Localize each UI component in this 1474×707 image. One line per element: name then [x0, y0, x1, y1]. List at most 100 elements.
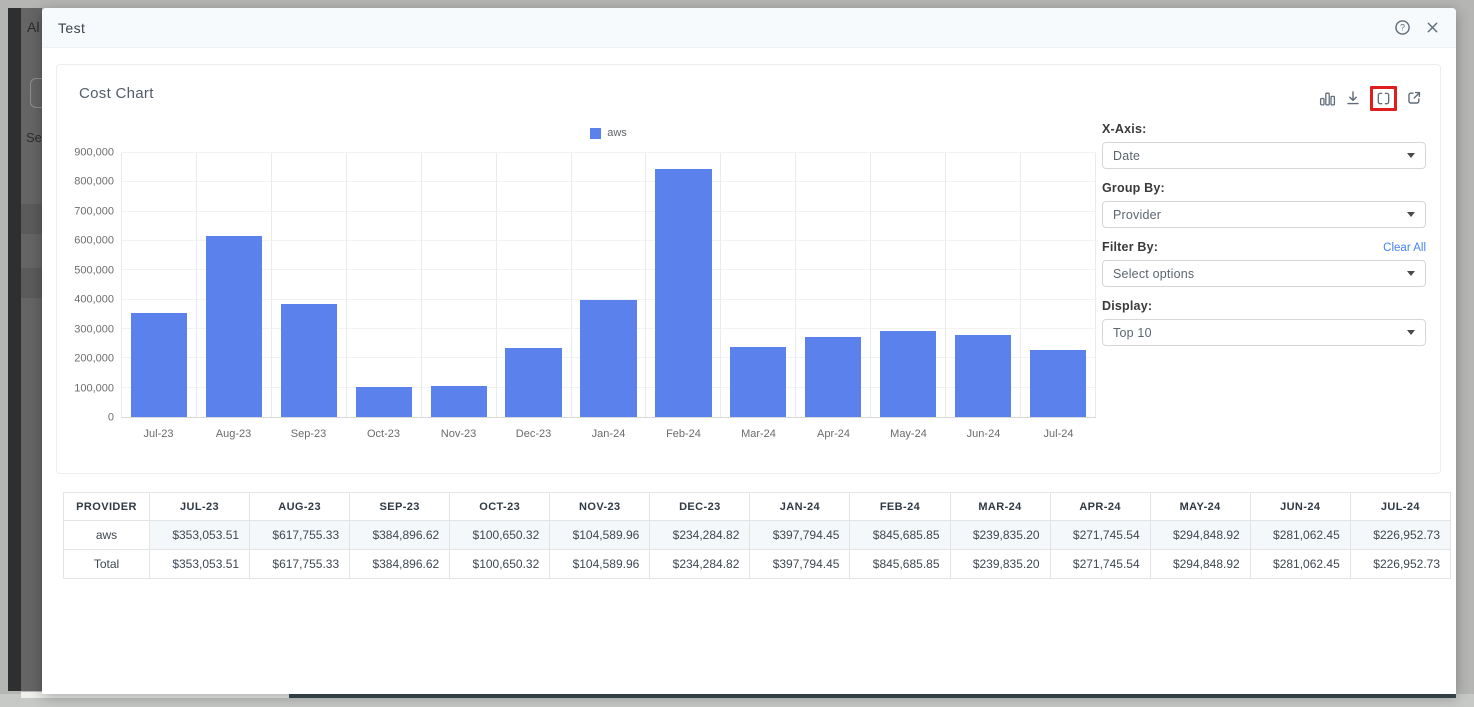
table-cell: $353,053.51 — [148, 520, 251, 550]
open-external-icon — [1406, 90, 1422, 106]
gridline — [122, 152, 1096, 153]
close-button[interactable] — [1425, 20, 1440, 35]
bar-Oct-23[interactable] — [355, 387, 412, 417]
chevron-down-icon — [1407, 271, 1415, 276]
table-cell: $617,755.33 — [249, 520, 351, 550]
modal-header: Test ? — [42, 8, 1456, 48]
background-row-fragment — [21, 268, 42, 298]
bar-Nov-23[interactable] — [430, 386, 487, 417]
x-tick-label: Jul-24 — [1043, 428, 1074, 440]
table-cell: $239,835.20 — [949, 549, 1051, 579]
chart-legend: aws — [121, 127, 1096, 139]
bar-Aug-23[interactable] — [205, 235, 262, 417]
cost-table-wrap: PROVIDER JUL-23 AUG-23 SEP-23 OCT-23 NOV-23 DE… — [63, 492, 1452, 579]
column-header: FEB-24 — [849, 492, 951, 521]
filter-by-select[interactable]: Select options — [1102, 260, 1426, 287]
table-cell: $281,062.45 — [1249, 520, 1351, 550]
x-tick-label: Aug-23 — [215, 428, 252, 440]
x-axis-labels: Jul-23 Aug-23 Sep-23 Oct-23 Nov-23 Dec-23 Jan-… — [121, 420, 1096, 440]
bar-column — [497, 153, 572, 417]
bar-column — [197, 153, 272, 417]
bar-Apr-24[interactable] — [805, 337, 862, 417]
display-label: Display: — [1102, 299, 1153, 313]
y-tick-label: 100,000 — [74, 382, 114, 395]
bar-Jun-24[interactable] — [955, 334, 1012, 417]
provider-cell: Total — [63, 549, 150, 579]
table-cell: $271,745.54 — [1049, 549, 1151, 579]
modal-header-actions: ? — [1394, 19, 1440, 36]
gridline — [122, 240, 1096, 241]
table-cell: $384,896.62 — [349, 520, 451, 550]
bar-column — [347, 153, 422, 417]
help-button[interactable]: ? — [1394, 19, 1411, 36]
table-cell: $845,685.85 — [849, 520, 951, 550]
display-select-value: Top 10 — [1113, 325, 1152, 340]
table-cell: $397,794.45 — [749, 549, 851, 579]
table-row: Total $353,053.51 $617,755.33 $384,896.62 $1… — [63, 549, 1452, 579]
table-cell: $353,053.51 — [148, 549, 251, 579]
clear-all-link[interactable]: Clear All — [1383, 242, 1426, 254]
gridline — [122, 298, 1096, 300]
close-icon — [1425, 20, 1440, 35]
download-button[interactable] — [1345, 90, 1361, 106]
x-tick-label: Feb-24 — [666, 428, 701, 440]
display-select[interactable]: Top 10 — [1102, 319, 1426, 346]
chevron-down-icon — [1407, 153, 1415, 158]
bar-Jul-24[interactable] — [1029, 350, 1087, 417]
x-axis-label: X-Axis: — [1102, 122, 1147, 136]
bar-column — [646, 153, 722, 417]
bar-Dec-23[interactable] — [505, 348, 562, 417]
column-header: SEP-23 — [349, 492, 451, 521]
bar-column — [796, 153, 872, 417]
chevron-down-icon — [1407, 330, 1415, 335]
bar-column — [422, 153, 497, 417]
fullscreen-button[interactable] — [1376, 91, 1391, 106]
group-by-select[interactable]: Provider — [1102, 201, 1426, 228]
background-footer-dark — [289, 692, 1456, 698]
column-header: DEC-23 — [649, 492, 751, 521]
y-tick-label: 300,000 — [74, 323, 114, 336]
table-cell: $104,589.96 — [549, 549, 651, 579]
bar-column — [946, 153, 1022, 417]
table-row: aws $353,053.51 $617,755.33 $384,896.62 $100… — [63, 520, 1452, 550]
bar-Feb-24[interactable] — [655, 168, 712, 417]
bar-Sep-23[interactable] — [280, 304, 337, 417]
y-tick-label: 800,000 — [74, 175, 114, 188]
x-tick-label: Nov-23 — [440, 428, 477, 440]
x-tick-label: May-24 — [890, 428, 927, 440]
bar-Mar-24[interactable] — [730, 346, 787, 417]
group-by-label: Group By: — [1102, 181, 1165, 195]
bar-Jan-24[interactable] — [580, 300, 637, 417]
table-cell: $294,848.92 — [1149, 520, 1251, 550]
download-icon — [1345, 90, 1361, 106]
group-by-select-value: Provider — [1113, 207, 1162, 222]
chart-controls: X-Axis: Date Group By: Provider Filt — [1102, 122, 1426, 358]
gridline — [122, 269, 1096, 271]
table-cell: $397,794.45 — [749, 520, 851, 550]
fullscreen-icon — [1376, 91, 1391, 106]
table-cell: $384,896.62 — [349, 549, 451, 579]
chart-toolbar — [1319, 84, 1422, 112]
column-header: APR-24 — [1049, 492, 1151, 521]
background-row-fragment — [21, 204, 42, 234]
background-app-fragment: Al Se — [21, 8, 42, 691]
y-axis-labels: 0 100,000 200,000 300,000 400,000 500,000 600,… — [57, 147, 114, 423]
cost-chart-modal: Test ? — [42, 8, 1456, 694]
bar-Jul-23[interactable] — [130, 313, 188, 417]
background-footer-light — [21, 692, 289, 698]
table-cell: $100,650.32 — [449, 549, 551, 579]
table-header-row: PROVIDER JUL-23 AUG-23 SEP-23 OCT-23 NOV-23 DE… — [63, 492, 1452, 521]
table-cell: $226,952.73 — [1349, 549, 1452, 579]
bar-May-24[interactable] — [880, 330, 937, 417]
background-app-text: Al — [27, 19, 40, 35]
x-axis-select[interactable]: Date — [1102, 142, 1426, 169]
table-cell: $100,650.32 — [449, 520, 551, 550]
filter-by-label: Filter By: — [1102, 240, 1159, 254]
table-cell: $294,848.92 — [1149, 549, 1251, 579]
card-title: Cost Chart — [79, 85, 154, 102]
chart-type-button[interactable] — [1319, 90, 1336, 107]
open-external-button[interactable] — [1406, 90, 1422, 106]
y-tick-label: 0 — [107, 411, 114, 424]
bar-column — [721, 153, 797, 417]
cost-table: PROVIDER JUL-23 AUG-23 SEP-23 OCT-23 NOV-23 DE… — [63, 492, 1452, 579]
